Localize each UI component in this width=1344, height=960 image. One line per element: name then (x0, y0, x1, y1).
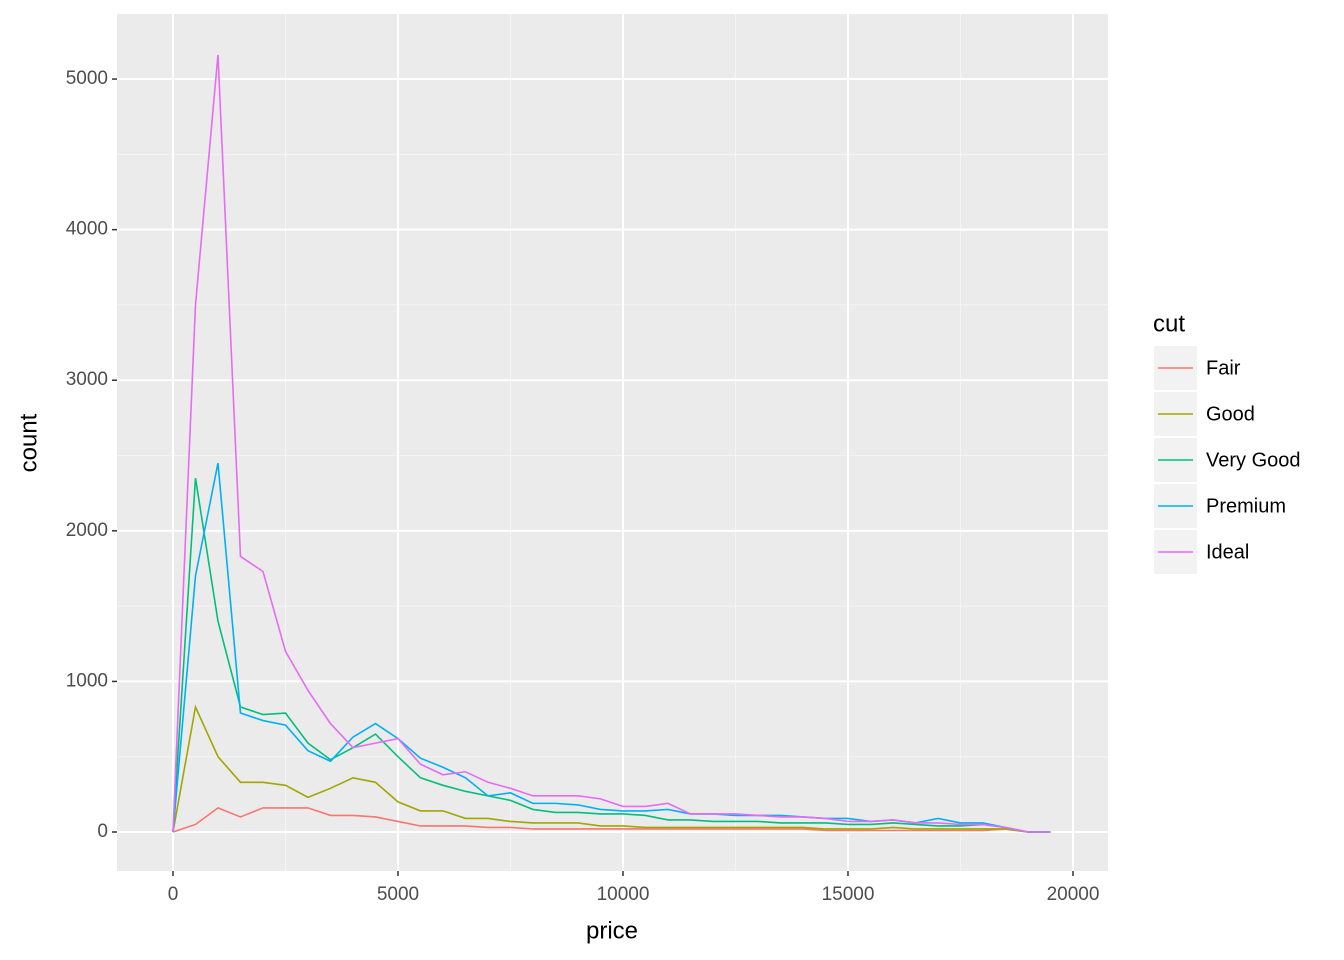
x-tick-label: 15000 (822, 884, 875, 905)
y-axis-title: count (15, 413, 42, 472)
legend-title: cut (1153, 310, 1185, 337)
x-tick-label: 10000 (597, 884, 650, 905)
x-tick-label: 20000 (1047, 884, 1100, 905)
y-tick-label: 0 (97, 821, 108, 842)
x-tick-label: 0 (168, 884, 179, 905)
y-tick-label: 5000 (66, 68, 108, 89)
series-line (172, 477, 1051, 833)
legend-label: Good (1206, 403, 1255, 425)
y-tick-label: 1000 (66, 670, 108, 691)
x-axis-title: price (586, 917, 638, 944)
legend-label: Very Good (1206, 449, 1301, 471)
panel (117, 14, 1108, 871)
y-tick-label: 4000 (66, 219, 108, 240)
series-line (172, 54, 1051, 833)
y-tick-label: 3000 (66, 369, 108, 390)
legend-label: Premium (1206, 495, 1286, 517)
legend-label: Ideal (1206, 541, 1249, 563)
y-tick-label: 2000 (66, 520, 108, 541)
series-line (172, 704, 1051, 833)
series-line (172, 806, 1051, 833)
legend-label: Fair (1206, 357, 1241, 379)
x-tick-label: 5000 (377, 884, 419, 905)
